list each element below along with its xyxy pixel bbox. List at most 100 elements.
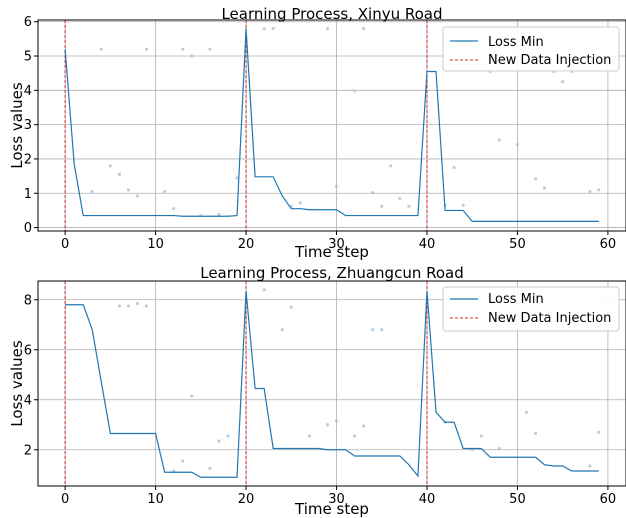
scatter-point [334,419,339,423]
scatter-point [190,54,194,58]
scatter-point [117,304,122,308]
scatter-point [407,204,411,208]
y-tick-label: 5 [24,50,32,65]
scatter-point [362,424,366,428]
subplot-xinyu: Learning Process, Xinyu Road 0 10 20 30 40 50… [8,5,626,261]
y-ticks: 2 4 6 8 [24,293,38,458]
scatter-point [588,189,592,194]
scatter-point [533,177,538,181]
x-tick-label: 60 [600,237,617,252]
x-tick-label: 10 [147,492,164,507]
scatter-point [524,410,529,414]
loss-min-line [64,28,599,222]
scatter-point [380,328,384,332]
x-ticks: 0 10 20 30 40 50 60 [61,231,616,252]
scatter-point [217,439,221,443]
x-axis-label: Time step [294,500,369,518]
legend: Loss Min New Data Injection [442,286,620,332]
y-axis-label: Loss values [8,340,26,427]
scatter-point [135,301,140,306]
scatter-point [479,434,483,438]
x-tick-label: 50 [509,492,526,507]
scatter-point [597,430,601,434]
y-tick-label: 4 [24,84,32,99]
scatter-point [452,165,456,170]
scatter-point [353,434,357,438]
scatter-point [262,288,266,292]
x-axis-label: Time step [294,243,369,261]
injection-lines [64,281,428,486]
legend-box [442,286,620,332]
scatter-point [371,328,375,332]
x-tick-label: 50 [509,237,526,252]
plot-frame [37,19,626,232]
x-ticks: 0 10 20 30 40 50 60 [61,486,616,507]
x-tick-label: 10 [147,237,164,252]
scatter-point [597,188,601,192]
scatter-point [542,186,547,190]
y-axis-label: Loss values [8,82,26,169]
y-tick-label: 2 [24,443,32,458]
scatter-point [181,459,185,463]
scatter-point [190,394,194,398]
x-tick-label: 30 [328,492,345,507]
scatter-point [497,138,501,142]
scatter-point [135,194,140,198]
scatter-point [262,26,266,31]
scatter-point [380,204,384,208]
x-tick-label: 60 [600,492,617,507]
y-tick-label: 3 [24,118,32,133]
scatter-point [208,47,212,51]
y-tick-label: 8 [24,293,32,308]
scatter-point [325,26,330,31]
scatter-point [533,431,538,436]
scatter-point [235,176,239,180]
scatter-point [172,207,176,211]
scatter-point [226,434,230,438]
scatter-point [217,212,221,217]
y-tick-label: 4 [24,393,32,408]
scatter-points [90,26,601,218]
scatter-point [588,464,592,468]
y-tick-label: 0 [24,221,32,236]
y-tick-label: 6 [24,343,32,358]
scatter-point [461,203,465,207]
x-tick-label: 40 [419,237,436,252]
plot-frame [37,280,626,487]
legend: Loss Min New Data Injection [442,26,620,72]
scatter-point [334,184,339,188]
scatter-point [515,142,520,147]
y-tick-label: 1 [24,187,32,202]
subplot-zhuangcun: Learning Process, Zhuangcun Road 0 10 20 30… [8,264,626,518]
scatter-point [271,26,275,31]
scatter-point [497,446,501,451]
x-tick-label: 20 [238,492,255,507]
x-tick-label: 20 [238,237,255,252]
scatter-point [126,304,131,308]
scatter-point [289,305,293,309]
legend-label-loss-min: Loss Min [488,292,544,307]
scatter-point [362,26,366,31]
scatter-point [144,304,149,308]
legend-label-injection: New Data Injection [488,311,611,326]
scatter-point [117,172,122,176]
y-tick-label: 6 [24,15,32,30]
x-tick-label: 0 [61,492,69,507]
scatter-point [126,188,131,192]
x-tick-label: 40 [419,492,436,507]
grid [38,20,626,231]
scatter-point [280,328,284,332]
scatter-point [181,47,185,51]
scatter-point [144,47,149,51]
scatter-point [389,164,393,168]
scatter-point [298,201,302,205]
chart-title: Learning Process, Xinyu Road [221,5,442,23]
scatter-point [108,164,112,168]
scatter-point [208,466,212,471]
scatter-point [325,423,330,427]
scatter-point [307,434,311,438]
scatter-point [99,47,103,51]
scatter-point [561,80,565,84]
